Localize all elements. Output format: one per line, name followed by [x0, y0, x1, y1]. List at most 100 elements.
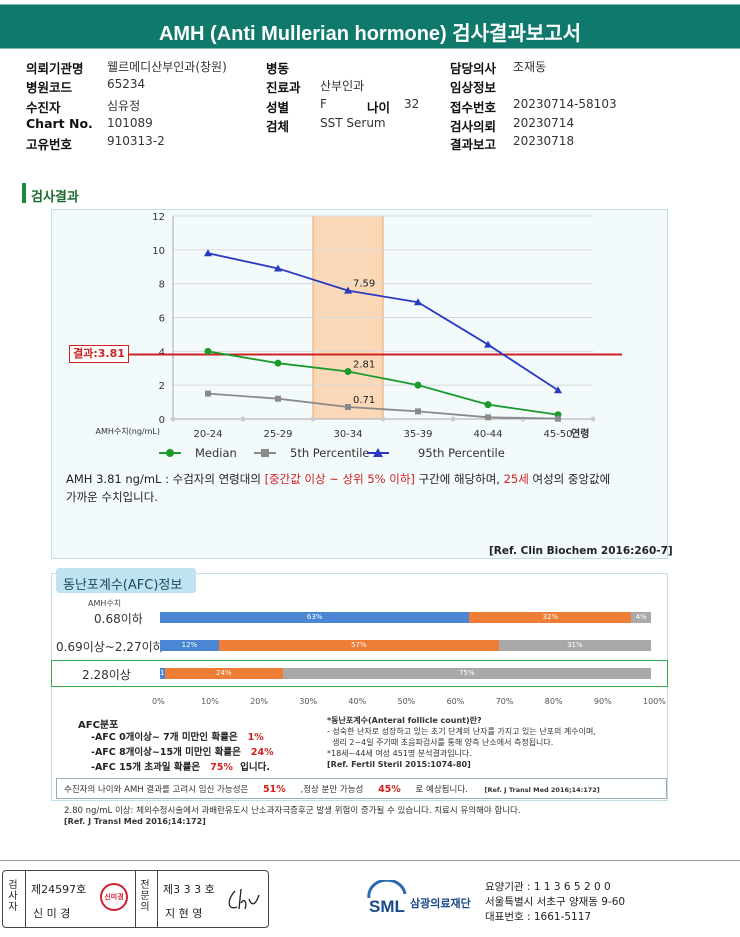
- data-label: 0.71: [353, 395, 375, 406]
- interp-range: [중간값 이상 ~ 상위 5% 이하]: [264, 472, 415, 486]
- title-bar: AMH (Anti Mullerian hormone) 검사결과보고서: [0, 4, 740, 49]
- amh-chart: 0 2 4 6 8 10 12 20-24 25-29 30-34 35-39 40-44 45-50연…: [96, 212, 622, 460]
- p95-point: [554, 386, 562, 394]
- afc-notes: *동난포계수(Anteral follicle count)란? - 성숙한 난자…: [327, 715, 662, 770]
- footer-divider: [0, 860, 740, 861]
- afc-x-tick: 60%: [446, 697, 465, 706]
- median-point: [274, 359, 282, 367]
- examiner-no: 제24597호: [31, 883, 87, 896]
- logo-text: SML: [369, 897, 405, 916]
- header-value: 조재동: [513, 60, 547, 74]
- preg-pct2: 45%: [378, 784, 401, 795]
- signature-box: 검사자 제24597호 신 미 경 신미경 전문의 제3 3 3 호 지 현 영: [2, 870, 269, 928]
- afc-dist-row: -AFC 8개이상~15개 미만인 확률은 24%: [91, 744, 281, 758]
- y-tick-label: 10: [152, 246, 165, 257]
- afc-dist-text: -AFC 15개 초과일 확률은: [91, 762, 201, 773]
- afc-x-tick: 80%: [544, 697, 563, 706]
- age-value: 32: [404, 97, 420, 111]
- header-label: 임상정보: [450, 80, 497, 95]
- y-axis-label: AMH수치(ng/mL): [96, 427, 160, 436]
- specialist-signature: [228, 888, 260, 910]
- data-label: 7.59: [353, 279, 375, 290]
- header-label: 의뢰기관명: [26, 61, 84, 76]
- report-title: AMH (Anti Mullerian hormone) 검사결과보고서: [158, 23, 582, 45]
- company-name: 삼광의료재단: [410, 897, 471, 910]
- p95-point: [344, 286, 352, 294]
- afc-highlight-row: [51, 660, 668, 687]
- preg-pct1: 51%: [263, 784, 286, 795]
- header-value: 101089: [107, 116, 153, 130]
- p5-point: [485, 414, 491, 421]
- p5-point: [275, 395, 281, 402]
- interp-age: 25세: [503, 472, 529, 486]
- header-value: 910313-2: [107, 134, 165, 148]
- afc-dist-pct: 24%: [250, 747, 274, 758]
- header-label: 고유번호: [26, 137, 73, 152]
- section-title: 검사결과: [31, 190, 79, 205]
- afc-segment-orange: 24%: [164, 668, 283, 679]
- x-tick-dot: [380, 416, 386, 422]
- header-label: 결과보고: [450, 137, 497, 152]
- legend-marker: [166, 449, 174, 457]
- afc-x-tick: 40%: [348, 697, 367, 706]
- afc-segment-orange: 32%: [469, 612, 632, 623]
- sig-divider-1: [25, 871, 26, 927]
- header-label: 병동: [266, 61, 290, 76]
- legend-marker: [373, 448, 383, 457]
- preg-part1: 수진자의 나이와 AMH 결과를 고려시 임신 가능성은: [64, 785, 249, 795]
- x-tick-dot: [170, 416, 176, 422]
- x-tick-label: 45-50: [543, 429, 572, 440]
- header-label: 성별: [266, 100, 290, 115]
- agency-no: 요양기관 : 1 1 3 6 5 2 0 0: [485, 881, 611, 893]
- x-tick-label: 20-24: [193, 429, 222, 440]
- result-label-box: 결과:3.81: [69, 345, 129, 363]
- x-axis-suffix: 연령: [571, 427, 589, 440]
- afc-row-label: 2.28이상: [82, 668, 131, 682]
- header-label: 진료과: [266, 80, 301, 95]
- header-value: SST Serum: [320, 116, 386, 130]
- afc-segment-gray: 4%: [631, 612, 651, 623]
- x-tick-label: 30-34: [333, 429, 362, 440]
- afc-title-bg: [56, 568, 196, 593]
- p5-point: [415, 408, 421, 415]
- header-label: Chart No.: [26, 116, 93, 131]
- preg-ref: [Ref. J Transl Med 2016;14:172]: [484, 786, 600, 794]
- x-tick-label: 25-29: [263, 429, 292, 440]
- afc-x-tick: 70%: [495, 697, 514, 706]
- x-tick-dot: [240, 416, 246, 422]
- examiner-seal: 신미경: [100, 883, 128, 911]
- interp-part3: 구간에 해당하며,: [414, 472, 504, 486]
- afc-note-line: *18세~44세 여성 451명 분석결과입니다.: [327, 749, 472, 758]
- age-label: 나이: [367, 100, 391, 115]
- header-value: 웰르메디산부인과(창원): [107, 60, 227, 74]
- warning-text: 2.80 ng/mL 이상: 체외수정시술에서 과배란유도시 난소과자극증후군 …: [64, 806, 521, 816]
- p95-point: [274, 264, 282, 272]
- afc-dist-row: -AFC 0개이상~ 7개 미만인 확률은 1%: [91, 729, 278, 743]
- header-value: 20230714: [513, 116, 575, 130]
- afc-dist-suffix: 입니다.: [240, 762, 270, 773]
- company-phone: 대표번호 : 1661-5117: [485, 911, 592, 923]
- result-label: 결과:3.81: [73, 347, 125, 360]
- company-info: 요양기관 : 1 1 3 6 5 2 0 0 서울특별시 서초구 양재동 9-6…: [485, 880, 625, 925]
- afc-x-tick: 30%: [299, 697, 318, 706]
- x-tick-label: 40-44: [473, 429, 502, 440]
- median-point: [204, 347, 212, 355]
- afc-row-label: 0.68이하: [94, 612, 143, 626]
- p5-point: [345, 403, 351, 410]
- afc-row-label: 0.69이상~2.27이하: [56, 640, 164, 654]
- afc-x-tick: 10%: [201, 697, 219, 706]
- interp-part5: 여성의 중앙값에: [528, 472, 611, 486]
- header-label: 검사의뢰: [450, 119, 497, 134]
- p5-point: [205, 390, 211, 397]
- afc-segment-blue: 12%: [160, 640, 219, 651]
- header-label: 수진자: [26, 100, 61, 115]
- y-tick-label: 4: [159, 347, 165, 358]
- p95-point: [204, 249, 212, 257]
- y-tick-label: 2: [159, 381, 165, 392]
- header-value: F: [320, 97, 327, 111]
- y-tick-label: 8: [159, 280, 165, 291]
- data-label: 2.81: [353, 359, 375, 370]
- afc-dist-row: -AFC 15개 초과일 확률은 75% 입니다.: [91, 759, 270, 773]
- afc-stacked-bar: 1%24%75%: [160, 668, 651, 679]
- x-tick-dot: [450, 416, 456, 422]
